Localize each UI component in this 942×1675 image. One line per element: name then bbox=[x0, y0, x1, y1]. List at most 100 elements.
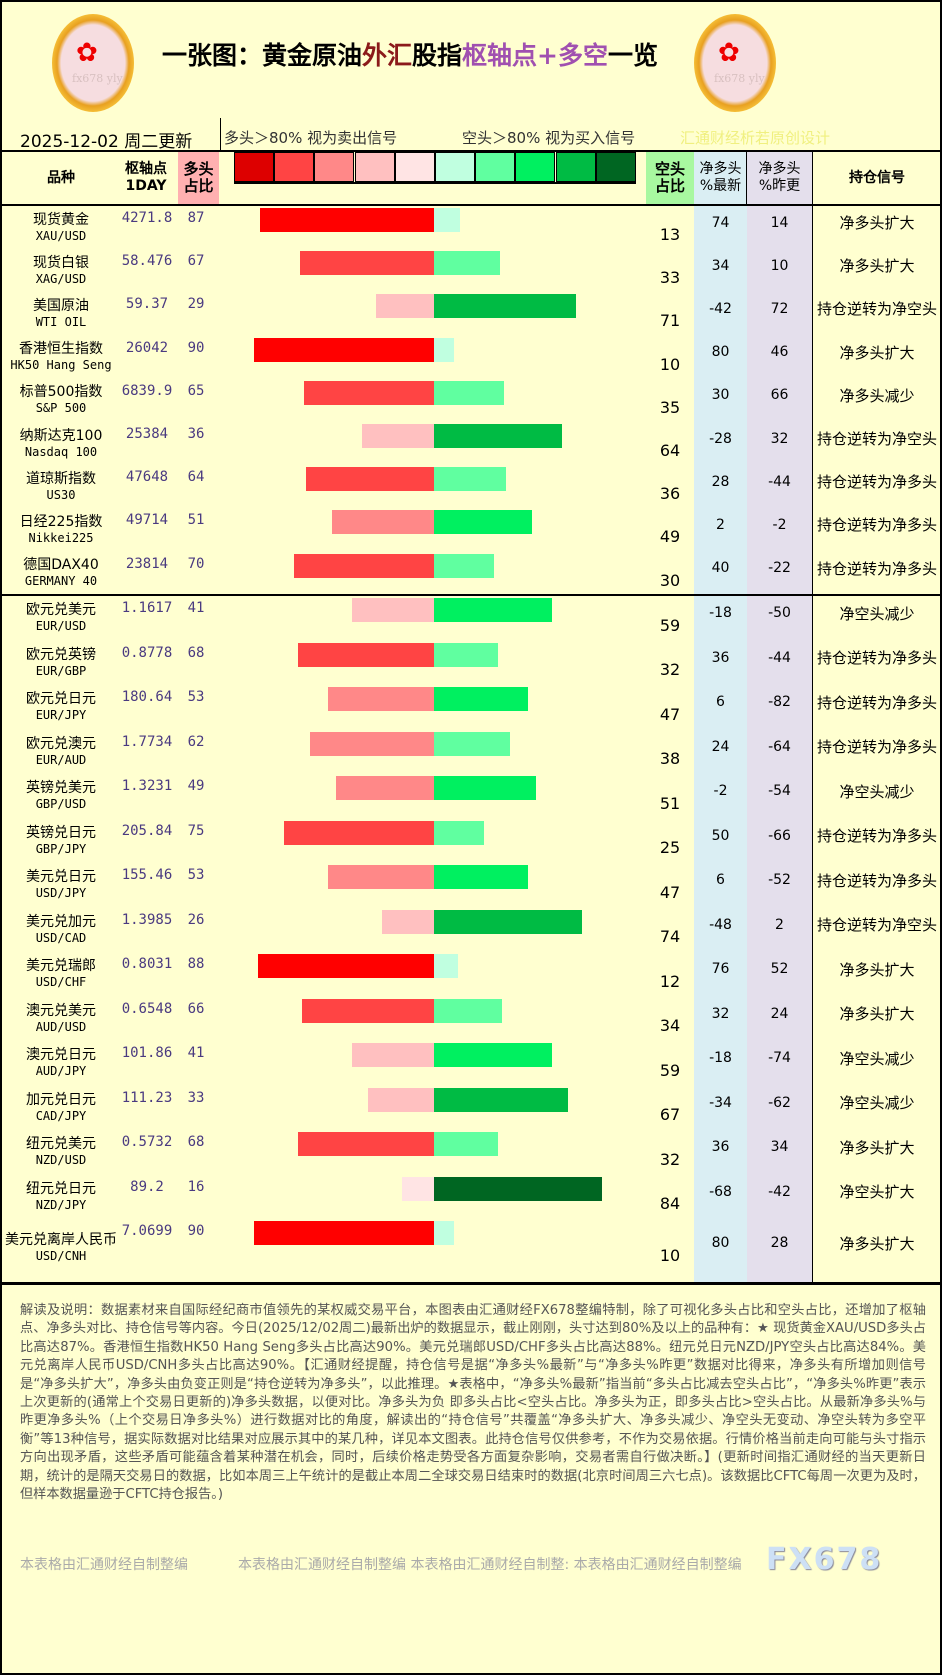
long-percent: 62 bbox=[187, 733, 205, 750]
long-bar bbox=[328, 865, 434, 889]
net-long-previous: -82 bbox=[768, 694, 791, 711]
long-percent: 26 bbox=[187, 911, 205, 928]
net-long-previous: 32 bbox=[770, 430, 789, 447]
table-row: 美元兑日元 USD/JPY 155.46 53 47 6 -52 持仓逆转为净多头 bbox=[2, 863, 942, 908]
short-percent: 32 bbox=[659, 660, 681, 680]
long-bar bbox=[258, 954, 434, 978]
instrument-name: 欧元兑英镑 EUR/GBP bbox=[26, 646, 96, 678]
instrument-name: 英镑兑美元 GBP/USD bbox=[26, 780, 96, 812]
header-net-prev: 净多头 %昨更 bbox=[747, 152, 812, 204]
position-signal: 净多头扩大 bbox=[839, 1138, 915, 1157]
instrument-name: 日经225指数 Nikkei225 bbox=[19, 513, 103, 545]
net-long-latest: 6 bbox=[716, 694, 725, 711]
position-signal: 持仓逆转为净多头 bbox=[816, 473, 937, 492]
short-percent: 71 bbox=[659, 311, 681, 331]
long-bar bbox=[328, 687, 434, 711]
instrument-name: 欧元兑美元 EUR/USD bbox=[26, 602, 96, 634]
long-bar bbox=[284, 820, 434, 845]
net-long-previous: -42 bbox=[768, 1183, 791, 1200]
position-signal: 持仓逆转为净空头 bbox=[816, 300, 937, 319]
position-signal: 持仓逆转为净多头 bbox=[816, 516, 937, 535]
design-credit: 汇通财经析若原创设计 bbox=[680, 129, 831, 147]
table-row: 日经225指数 Nikkei225 49714 51 49 2 -2 持仓逆转为净多头 bbox=[2, 508, 942, 551]
long-bar bbox=[310, 731, 434, 756]
long-percent: 90 bbox=[187, 339, 205, 356]
long-bar bbox=[382, 909, 434, 934]
long-percent: 75 bbox=[187, 822, 205, 839]
pivot-value: 47648 bbox=[125, 469, 169, 486]
long-bar bbox=[298, 642, 434, 667]
net-long-previous: 52 bbox=[770, 961, 789, 978]
long-bar bbox=[352, 1043, 434, 1067]
short-bar bbox=[434, 380, 504, 405]
net-long-latest: -28 bbox=[709, 430, 732, 447]
position-signal: 持仓逆转为净多头 bbox=[816, 559, 937, 578]
table-row: 美元兑加元 USD/CAD 1.3985 26 74 -48 2 持仓逆转为净空头 bbox=[2, 908, 942, 953]
net-long-previous: 28 bbox=[770, 1235, 789, 1251]
net-long-previous: -52 bbox=[768, 872, 791, 889]
pivot-value: 49714 bbox=[125, 512, 169, 529]
instrument-name: 纽元兑日元 NZD/JPY bbox=[26, 1180, 96, 1212]
long-bar bbox=[260, 208, 434, 232]
instrument-name: 加元兑日元 CAD/JPY bbox=[26, 1091, 96, 1123]
table-row: 道琼斯指数 US30 47648 64 36 28 -44 持仓逆转为净多头 bbox=[2, 465, 942, 508]
short-bar bbox=[434, 731, 510, 756]
long-bar bbox=[336, 776, 434, 800]
net-long-previous: 2 bbox=[775, 916, 784, 933]
short-percent: 13 bbox=[659, 225, 681, 245]
notes-text: 解读及说明：数据素材来自国际经纪商市值领先的某权威交易平台，本图表由汇通财经FX… bbox=[20, 1303, 926, 1503]
table-row: 英镑兑日元 GBP/JPY 205.84 75 25 50 -66 持仓逆转为净多头 bbox=[2, 819, 942, 864]
pivot-value: 7.0699 bbox=[121, 1223, 173, 1239]
net-long-previous: -74 bbox=[768, 1050, 791, 1067]
color-swatch bbox=[274, 152, 315, 182]
long-percent: 87 bbox=[187, 210, 205, 226]
long-percent: 16 bbox=[187, 1178, 205, 1195]
short-bar bbox=[434, 1221, 454, 1245]
net-long-latest: -42 bbox=[709, 300, 732, 317]
long-percent: 88 bbox=[187, 956, 205, 972]
net-long-latest: 36 bbox=[711, 649, 730, 666]
position-signal: 持仓逆转为净多头 bbox=[816, 827, 937, 846]
short-bar bbox=[434, 467, 506, 492]
table-row: 德国DAX40 GERMANY 40 23814 70 30 40 -22 持仓逆转为净多头 bbox=[2, 552, 942, 595]
color-swatch bbox=[314, 152, 355, 182]
net-long-previous: 72 bbox=[770, 300, 789, 317]
position-signal: 净多头减少 bbox=[839, 386, 915, 405]
table-row: 标普500指数 S&P 500 6839.9 65 35 30 66 净多头减少 bbox=[2, 379, 942, 422]
color-swatch bbox=[595, 152, 636, 182]
instrument-name: 美元兑加元 USD/CAD bbox=[26, 913, 96, 945]
net-long-latest: 76 bbox=[711, 961, 730, 978]
footer-credit-repeat: 本表格由汇通财经自制整编 本表格由汇通财经自制整: 本表格由汇通财经自制整编 bbox=[238, 1557, 742, 1573]
table-row: 英镑兑美元 GBP/USD 1.3231 49 51 -2 -54 净空头减少 bbox=[2, 774, 942, 819]
header-net-latest: 净多头 %最新 bbox=[694, 152, 747, 204]
short-percent: 67 bbox=[659, 1105, 681, 1125]
long-percent: 68 bbox=[187, 644, 205, 661]
position-signal: 持仓逆转为净多头 bbox=[816, 649, 937, 668]
long-bar bbox=[368, 1087, 434, 1112]
legend-long: 多头＞80% 视为卖出信号 bbox=[224, 129, 398, 147]
short-bar bbox=[434, 208, 460, 232]
net-long-previous: -64 bbox=[768, 738, 791, 755]
position-signal: 持仓逆转为净空头 bbox=[816, 916, 937, 935]
net-long-previous: 34 bbox=[770, 1139, 789, 1156]
page-title: 一张图：黄金原油外汇股指枢轴点+多空一览 bbox=[162, 41, 659, 70]
instrument-name: 欧元兑澳元 EUR/AUD bbox=[26, 735, 96, 767]
short-bar bbox=[434, 776, 536, 800]
net-long-latest: 50 bbox=[711, 827, 730, 844]
short-percent: 47 bbox=[659, 704, 681, 724]
net-long-latest: 6 bbox=[716, 872, 725, 889]
pivot-value: 1.7734 bbox=[121, 733, 173, 750]
short-percent: 32 bbox=[659, 1149, 681, 1169]
position-signal: 净空头减少 bbox=[839, 1094, 915, 1113]
net-long-latest: 28 bbox=[711, 473, 730, 490]
pivot-value: 0.8778 bbox=[121, 644, 173, 661]
instrument-name: 美元兑离岸人民币 USD/CNH bbox=[5, 1232, 117, 1263]
short-percent: 64 bbox=[659, 441, 681, 461]
header-signal: 持仓信号 bbox=[849, 169, 905, 186]
long-bar bbox=[352, 598, 434, 622]
net-long-previous: -2 bbox=[772, 516, 787, 533]
position-signal: 净空头减少 bbox=[839, 782, 915, 801]
net-long-latest: 40 bbox=[711, 560, 730, 577]
pivot-value: 0.8031 bbox=[121, 956, 173, 972]
short-bar bbox=[434, 1176, 602, 1201]
